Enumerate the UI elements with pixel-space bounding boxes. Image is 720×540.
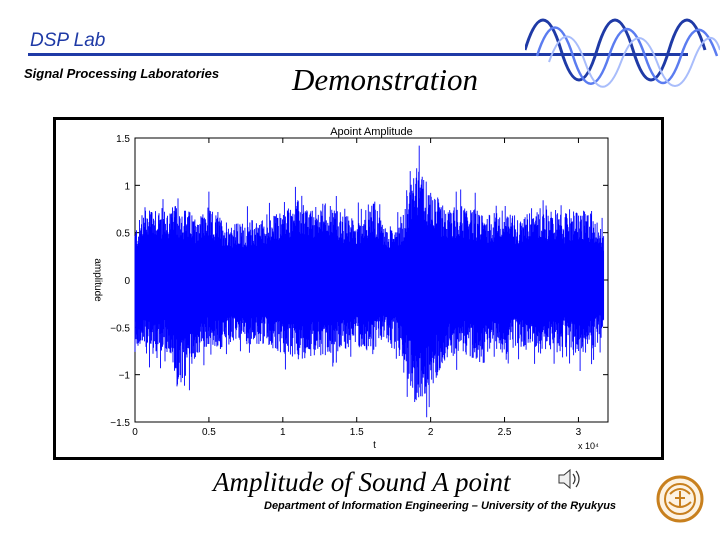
x-tick-label: 2 xyxy=(428,427,434,438)
signal-waveform xyxy=(134,145,605,418)
slide-title: Demonstration xyxy=(292,62,478,97)
lab-subtitle: Signal Processing Laboratories xyxy=(24,66,220,81)
amplitude-chart: 0 0.5 1 1.5 2 2.5 3 1.5 1 0.5 0 −0.5 −1 −1.5 Apoint Am… xyxy=(92,126,609,451)
x-tick-label: 0 xyxy=(132,427,138,438)
x-tick-label: 1.5 xyxy=(350,427,364,438)
slide-caption: Amplitude of Sound A point xyxy=(213,467,511,497)
footer-affiliation: Department of Information Engineering – … xyxy=(264,500,617,512)
x-axis-label: t xyxy=(373,440,376,451)
y-tick-label: 0 xyxy=(124,276,130,287)
speaker-icon[interactable] xyxy=(556,466,582,492)
brand-title: DSP Lab xyxy=(30,30,106,51)
x-tick-label: 2.5 xyxy=(498,427,512,438)
x-multiplier: x 10⁴ xyxy=(578,441,599,451)
university-seal-icon xyxy=(656,475,704,523)
y-tick-label: −1.5 xyxy=(110,418,130,429)
y-tick-label: 1 xyxy=(124,181,130,192)
x-tick-label: 1 xyxy=(280,427,286,438)
y-tick-label: −0.5 xyxy=(110,323,130,334)
header-rule xyxy=(28,53,688,56)
y-axis-label: amplitude xyxy=(92,258,103,302)
y-tick-label: 0.5 xyxy=(116,229,130,240)
y-tick-label: 1.5 xyxy=(116,134,130,145)
chart-frame: 0 0.5 1 1.5 2 2.5 3 1.5 1 0.5 0 −0.5 −1 −1.5 Apoint Am… xyxy=(53,117,664,460)
sine-waves-logo xyxy=(525,18,720,88)
x-tick-label: 3 xyxy=(576,427,582,438)
y-tick-label: −1 xyxy=(119,371,131,382)
chart-title: Apoint Amplitude xyxy=(330,126,413,138)
x-tick-label: 0.5 xyxy=(202,427,216,438)
